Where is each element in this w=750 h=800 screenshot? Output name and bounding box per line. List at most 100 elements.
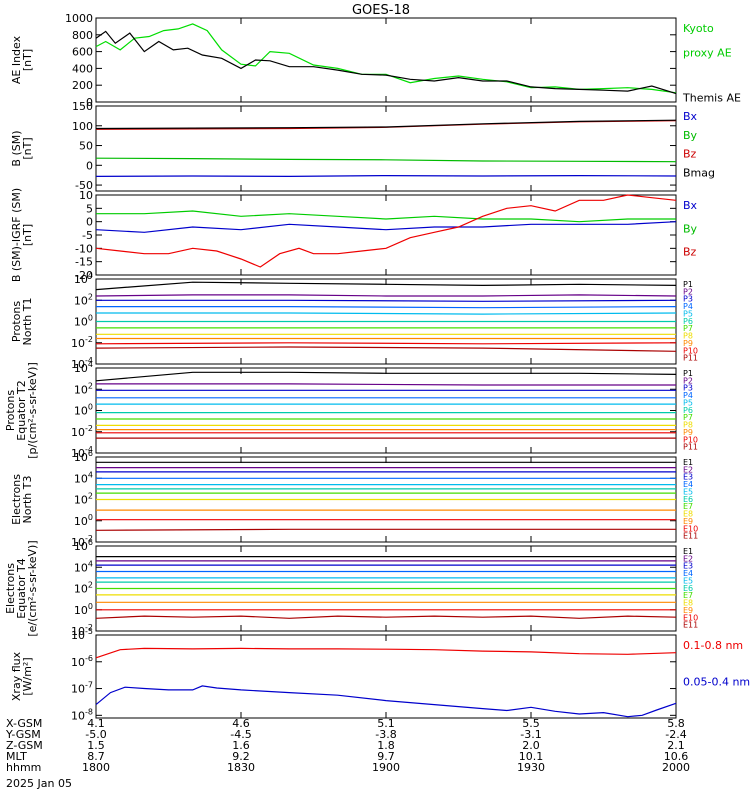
- y-tick-label: 0: [86, 96, 93, 109]
- channel-label: E1: [683, 547, 693, 556]
- y-axis-label: Protons: [4, 390, 17, 431]
- y-axis-label: Equator T4: [15, 558, 28, 618]
- series-line-0-05-0-4-nm: [95, 685, 677, 718]
- x-row-value: -3.8: [375, 728, 396, 741]
- channel-label: E3: [683, 473, 693, 482]
- channel-label: P10: [683, 435, 698, 444]
- y-tick-label: 102: [74, 381, 93, 396]
- y-axis-label: [nT]: [21, 224, 34, 246]
- channel-label: E4: [683, 569, 693, 578]
- legend-entry: Themis AE: [682, 91, 741, 104]
- series-line-themis-ae: [95, 30, 677, 95]
- y-tick-label: 50: [79, 140, 93, 153]
- channel-label: E7: [683, 591, 693, 600]
- channel-label: P5: [683, 309, 693, 318]
- channel-label: P4: [683, 391, 693, 400]
- y-tick-label: 10-7: [71, 681, 93, 696]
- y-tick-label: 600: [72, 46, 93, 59]
- legend-entry: Bmag: [683, 166, 715, 179]
- channel-label: E6: [683, 495, 693, 504]
- channel-label: P7: [683, 324, 693, 333]
- channel-label: P3: [683, 384, 693, 393]
- series-line-bz: [95, 194, 677, 268]
- y-tick-label: -50: [75, 179, 93, 192]
- y-tick-label: -5: [82, 229, 93, 242]
- x-row-value: 1830: [227, 761, 255, 774]
- y-tick-label: 10-4: [71, 356, 93, 371]
- y-tick-label: -15: [75, 256, 93, 269]
- y-tick-label: 10-6: [71, 654, 93, 669]
- y-axis-label: [p/(cm²-s-sr-keV)]: [26, 362, 39, 459]
- series-line-p2: [95, 294, 677, 297]
- y-tick-label: 400: [72, 62, 93, 75]
- x-axis-table: X-GSM 4.1 4.6 5.1 5.5 5.8 Y-GSM -5.0 -4.5 -3.8 -3.…: [5, 717, 690, 774]
- y-tick-label: 5: [86, 202, 93, 215]
- panel-ae: 0 200 400 600 800 1000 AE Index[nT] Kyoto proxy …: [10, 12, 741, 109]
- y-axis-label: [nT]: [21, 49, 34, 71]
- x-row-value: -2.4: [665, 728, 686, 741]
- x-row-value: 8.7: [87, 750, 105, 763]
- legend-entry: proxy AE: [683, 47, 732, 60]
- channel-label: P8: [683, 332, 693, 341]
- x-row-value: 5.1: [377, 717, 395, 730]
- y-axis-label: [nT]: [21, 137, 34, 159]
- series-line-p2: [96, 383, 676, 386]
- y-tick-label: 102: [74, 292, 93, 307]
- y-axis-label: Xray flux: [10, 651, 23, 701]
- channel-label: E1: [683, 458, 693, 467]
- channel-label: P11: [683, 354, 698, 363]
- x-row-label: MLT: [6, 750, 27, 763]
- y-axis-label: B (SM): [10, 130, 23, 166]
- x-row-value: 9.7: [377, 750, 395, 763]
- y-tick-label: 100: [74, 513, 93, 528]
- y-tick-label: 104: [74, 559, 93, 574]
- panel-xray: 10-8 10-7 10-6 10-5 Xray flux[W/m²] 0.1-0.8 n…: [10, 627, 750, 722]
- channel-label: P9: [683, 339, 693, 348]
- legend-entry: Kyoto: [683, 22, 714, 35]
- x-row-value: -3.1: [520, 728, 541, 741]
- channel-label: P6: [683, 406, 693, 415]
- y-tick-label: 10-2: [71, 424, 93, 439]
- series-line-p3: [96, 299, 677, 302]
- y-axis-label: [W/m²]: [21, 657, 34, 695]
- y-tick-label: 200: [72, 79, 93, 92]
- channel-label: E7: [683, 502, 693, 511]
- y-tick-label: 10-2: [71, 534, 93, 549]
- x-row-value: 10.6: [664, 750, 689, 763]
- x-row-value: 1800: [82, 761, 110, 774]
- y-tick-label: 104: [74, 470, 93, 485]
- x-row-value: 5.5: [522, 717, 540, 730]
- y-tick-label: 100: [74, 314, 93, 329]
- channel-label: P1: [683, 280, 693, 289]
- channel-label: E11: [683, 532, 698, 541]
- channel-label: E9: [683, 517, 693, 526]
- x-row-value: 5.8: [667, 717, 685, 730]
- y-tick-label: 10: [79, 189, 93, 202]
- legend-entry: 0.1-0.8 nm: [683, 639, 743, 652]
- legend-entry: Bx: [683, 199, 698, 212]
- series-line-p4: [96, 306, 677, 309]
- x-row-label: hhmm: [6, 761, 41, 774]
- y-axis-label: Protons: [10, 301, 23, 342]
- channel-label: P4: [683, 302, 693, 311]
- channel-label: E10: [683, 613, 698, 622]
- channel-label: E3: [683, 562, 693, 571]
- panel-frame: [95, 194, 677, 276]
- channel-label: E11: [683, 621, 698, 630]
- y-tick-label: 100: [74, 403, 93, 418]
- channel-label: E9: [683, 606, 693, 615]
- channel-label: E2: [683, 554, 693, 563]
- x-row-value: 2.0: [522, 739, 540, 752]
- series-line-e11: [95, 528, 676, 531]
- x-row-value: 4.1: [87, 717, 105, 730]
- panel-bsm: -50 0 50 100 150 B (SM)[nT] Bx By Bz Bmag: [10, 100, 715, 192]
- channel-label: P10: [683, 346, 698, 355]
- plot-title: GOES-18: [352, 3, 410, 18]
- y-tick-label: 100: [72, 120, 93, 133]
- y-tick-label: 10-4: [71, 445, 93, 460]
